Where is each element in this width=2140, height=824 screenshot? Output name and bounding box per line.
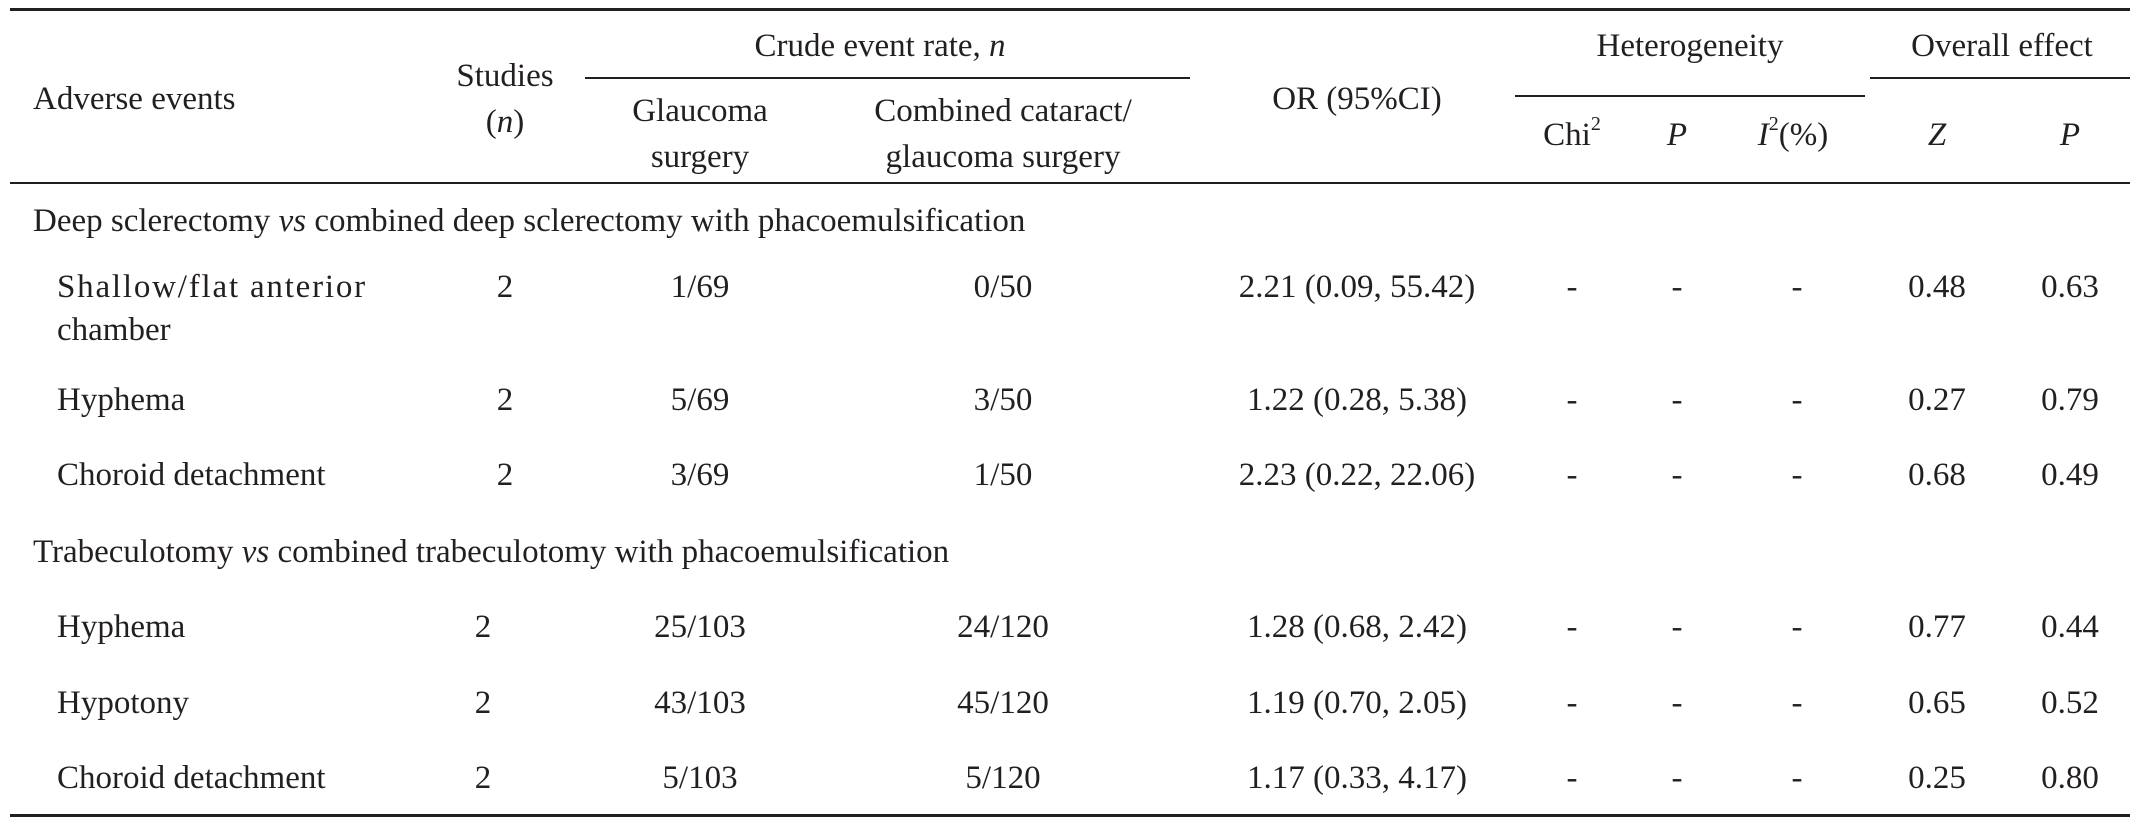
row-chi2: - — [1566, 457, 1578, 493]
heterogeneity-span-rule — [1515, 95, 1865, 97]
row-i2: - — [1791, 609, 1803, 645]
row-combined-rate: 3/50 — [973, 382, 1033, 418]
header-combined-surgery-line2: glaucoma surgery — [885, 139, 1121, 175]
header-studies-n: (n) — [485, 104, 525, 140]
row-combined-rate: 24/120 — [957, 609, 1049, 645]
row-or-ci: 1.17 (0.33, 4.17) — [1247, 760, 1467, 796]
row-glaucoma-rate: 5/69 — [670, 382, 730, 418]
row-combined-rate: 0/50 — [973, 269, 1033, 305]
row-glaucoma-rate: 1/69 — [670, 269, 730, 305]
row-event: Hyphema — [57, 382, 186, 418]
row-chi2: - — [1566, 382, 1578, 418]
row-studies: 2 — [496, 269, 514, 305]
header-combined-surgery: Combined cataract/ — [874, 93, 1132, 129]
row-event: Choroid detachment — [57, 760, 326, 796]
row-p-het: - — [1671, 269, 1683, 305]
row-glaucoma-rate: 43/103 — [654, 685, 746, 721]
header-i2: I2(%) — [1757, 113, 1829, 153]
crude-rate-span-rule — [585, 77, 1190, 79]
section-title-trabeculotomy: Trabeculotomy vs combined trabeculotomy … — [33, 534, 950, 570]
table-bottom-rule — [10, 814, 2130, 817]
row-p-het: - — [1671, 457, 1683, 493]
row-z: 0.25 — [1908, 760, 1966, 796]
header-z: Z — [1927, 117, 1947, 153]
row-p-het: - — [1671, 382, 1683, 418]
row-z: 0.27 — [1908, 382, 1966, 418]
row-p: 0.80 — [2041, 760, 2099, 796]
row-chi2: - — [1566, 760, 1578, 796]
row-combined-rate: 1/50 — [973, 457, 1033, 493]
row-studies: 2 — [474, 760, 492, 796]
row-studies: 2 — [496, 457, 514, 493]
row-or-ci: 1.22 (0.28, 5.38) — [1247, 382, 1467, 418]
row-i2: - — [1791, 685, 1803, 721]
row-studies: 2 — [474, 609, 492, 645]
row-p-het: - — [1671, 609, 1683, 645]
header-chi2: Chi2 — [1543, 113, 1601, 153]
section-title-deep-sclerectomy: Deep sclerectomy vs combined deep sclere… — [33, 203, 1026, 239]
row-z: 0.68 — [1908, 457, 1966, 493]
header-glaucoma-surgery: Glaucoma — [632, 93, 768, 129]
row-studies: 2 — [496, 382, 514, 418]
row-p: 0.49 — [2041, 457, 2099, 493]
row-combined-rate: 45/120 — [957, 685, 1049, 721]
table-top-rule — [10, 8, 2130, 11]
row-or-ci: 1.28 (0.68, 2.42) — [1247, 609, 1467, 645]
row-p: 0.44 — [2041, 609, 2099, 645]
row-event: Choroid detachment — [57, 457, 326, 493]
row-i2: - — [1791, 269, 1803, 305]
row-glaucoma-rate: 3/69 — [670, 457, 730, 493]
row-p-het: - — [1671, 685, 1683, 721]
header-overall-effect: Overall effect — [1911, 28, 2093, 64]
row-chi2: - — [1566, 609, 1578, 645]
row-combined-rate: 5/120 — [965, 760, 1041, 796]
row-p: 0.52 — [2041, 685, 2099, 721]
row-z: 0.77 — [1908, 609, 1966, 645]
row-glaucoma-rate: 5/103 — [662, 760, 738, 796]
header-heterogeneity: Heterogeneity — [1596, 28, 1784, 64]
row-p-het: - — [1671, 760, 1683, 796]
row-or-ci: 1.19 (0.70, 2.05) — [1247, 685, 1467, 721]
row-glaucoma-rate: 25/103 — [654, 609, 746, 645]
row-chi2: - — [1566, 685, 1578, 721]
header-crude-event-rate: Crude event rate, n — [754, 28, 1006, 64]
row-i2: - — [1791, 382, 1803, 418]
header-p-overall: P — [2059, 117, 2081, 153]
overall-effect-span-rule — [1870, 77, 2130, 79]
header-studies: Studies — [456, 58, 554, 94]
row-event: Hypotony — [57, 685, 189, 721]
row-p: 0.79 — [2041, 382, 2099, 418]
row-z: 0.48 — [1908, 269, 1966, 305]
row-i2: - — [1791, 760, 1803, 796]
header-or-ci: OR (95%CI) — [1272, 81, 1442, 117]
header-p-heterogeneity: P — [1666, 117, 1688, 153]
row-chi2: - — [1566, 269, 1578, 305]
row-z: 0.65 — [1908, 685, 1966, 721]
row-event: Shallow/flat anterior — [57, 269, 367, 305]
header-glaucoma-surgery-line2: surgery — [650, 139, 750, 175]
row-event-line2: chamber — [57, 312, 171, 348]
row-or-ci: 2.23 (0.22, 22.06) — [1238, 457, 1476, 493]
row-studies: 2 — [474, 685, 492, 721]
row-or-ci: 2.21 (0.09, 55.42) — [1238, 269, 1476, 305]
header-adverse-events: Adverse events — [33, 81, 236, 117]
header-bottom-rule — [10, 182, 2130, 184]
row-i2: - — [1791, 457, 1803, 493]
row-p: 0.63 — [2041, 269, 2099, 305]
row-event: Hyphema — [57, 609, 186, 645]
